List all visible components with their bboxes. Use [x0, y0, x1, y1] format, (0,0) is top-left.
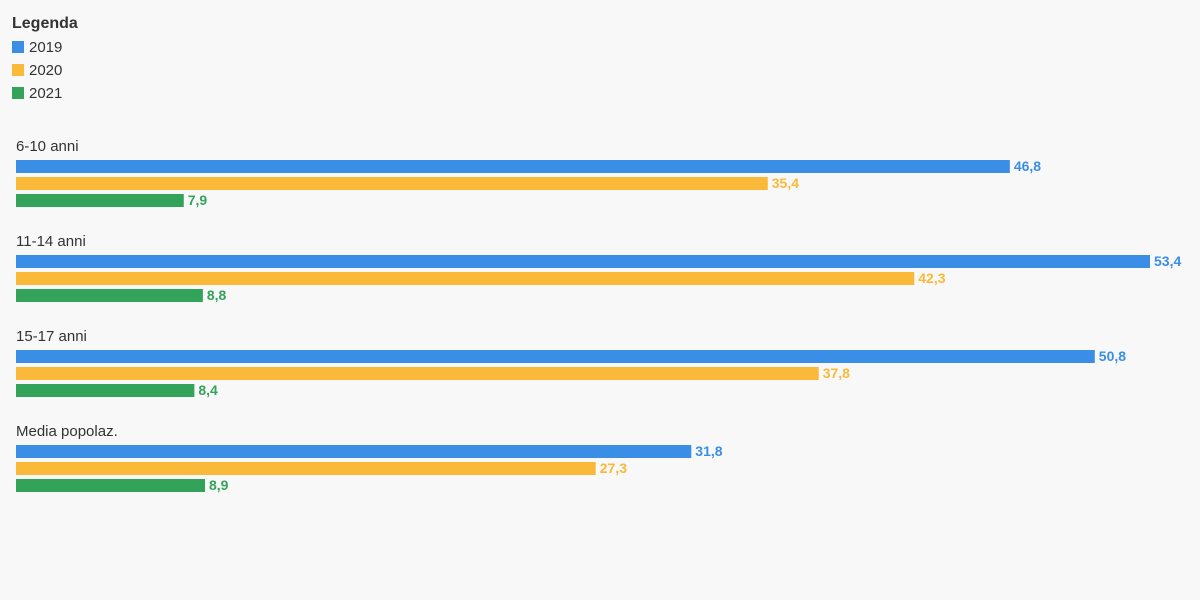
value-label: 50,8: [1099, 348, 1126, 364]
bar: [16, 194, 184, 207]
bar: [16, 177, 768, 190]
bar: [16, 367, 819, 380]
category-label: 6-10 anni: [16, 138, 79, 155]
value-label: 31,8: [695, 443, 722, 459]
bar: [16, 445, 692, 458]
value-label: 27,3: [600, 460, 627, 476]
value-label: 8,4: [198, 382, 218, 398]
value-label: 46,8: [1014, 158, 1041, 174]
legend-label: 2021: [29, 85, 62, 102]
value-label: 53,4: [1154, 253, 1181, 269]
bar: [16, 462, 596, 475]
category-label: Media popolaz.: [16, 423, 118, 440]
bar: [16, 255, 1150, 268]
legend-title: Legenda: [12, 15, 78, 32]
value-label: 37,8: [823, 365, 850, 381]
value-label: 8,8: [207, 287, 227, 303]
legend-label: 2019: [29, 39, 62, 56]
legend-swatch: [12, 41, 24, 53]
bar: [16, 289, 203, 302]
value-label: 8,9: [209, 477, 229, 493]
legend-swatch: [12, 64, 24, 76]
bar: [16, 160, 1010, 173]
bar: [16, 350, 1095, 363]
bar: [16, 272, 915, 285]
category-label: 15-17 anni: [16, 328, 87, 345]
legend-label: 2020: [29, 62, 62, 79]
value-label: 42,3: [918, 270, 945, 286]
bar: [16, 384, 195, 397]
value-label: 7,9: [188, 192, 208, 208]
value-label: 35,4: [772, 175, 799, 191]
category-label: 11-14 anni: [16, 233, 86, 250]
bar: [16, 479, 205, 492]
legend-swatch: [12, 87, 24, 99]
